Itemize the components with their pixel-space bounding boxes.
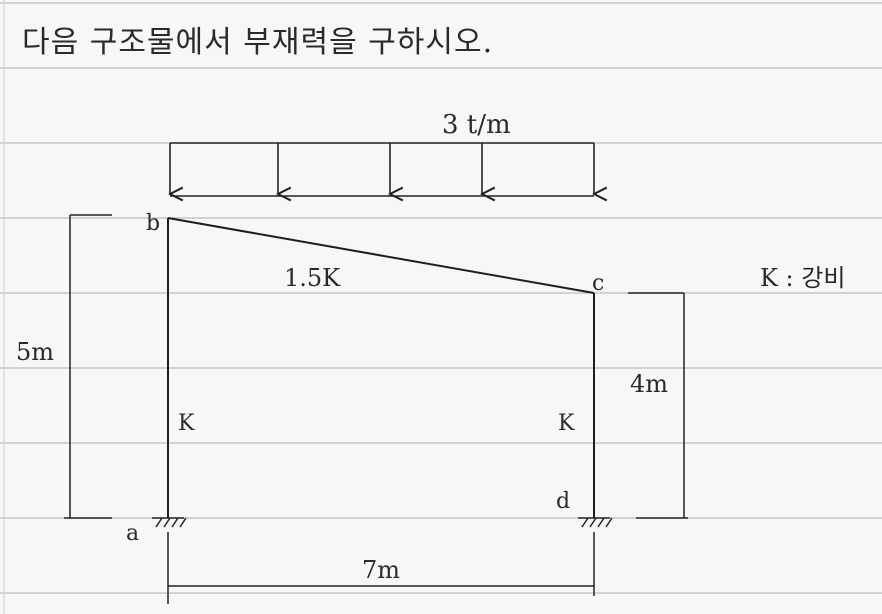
- joint-label-d: d: [556, 489, 570, 514]
- beam-stiffness-label: 1.5K: [284, 264, 341, 292]
- right-column-stiffness-label: K: [558, 411, 575, 436]
- load-label: 3 t/m: [442, 110, 511, 140]
- stiffness-legend-note: K : 강비: [760, 264, 845, 292]
- problem-statement: 다음 구조물에서 부재력을 구하시오.: [22, 25, 493, 60]
- sloped-beam: [167, 217, 595, 294]
- span-dimension: 7m: [362, 556, 400, 584]
- joint-label-c: c: [592, 271, 604, 296]
- joint-label-a: a: [126, 521, 139, 546]
- notebook-lines: [0, 2, 882, 594]
- left-column-stiffness-label: K: [178, 411, 195, 436]
- fixed-support-a: [152, 517, 187, 528]
- joint-label-b: b: [146, 211, 160, 236]
- left-height-dimension: 5m: [16, 338, 54, 366]
- distributed-load: [170, 142, 594, 196]
- right-height-dimension: 4m: [630, 370, 668, 398]
- frame: [167, 217, 595, 518]
- dimension-lines: [64, 214, 688, 604]
- fixed-support-d: [578, 517, 613, 528]
